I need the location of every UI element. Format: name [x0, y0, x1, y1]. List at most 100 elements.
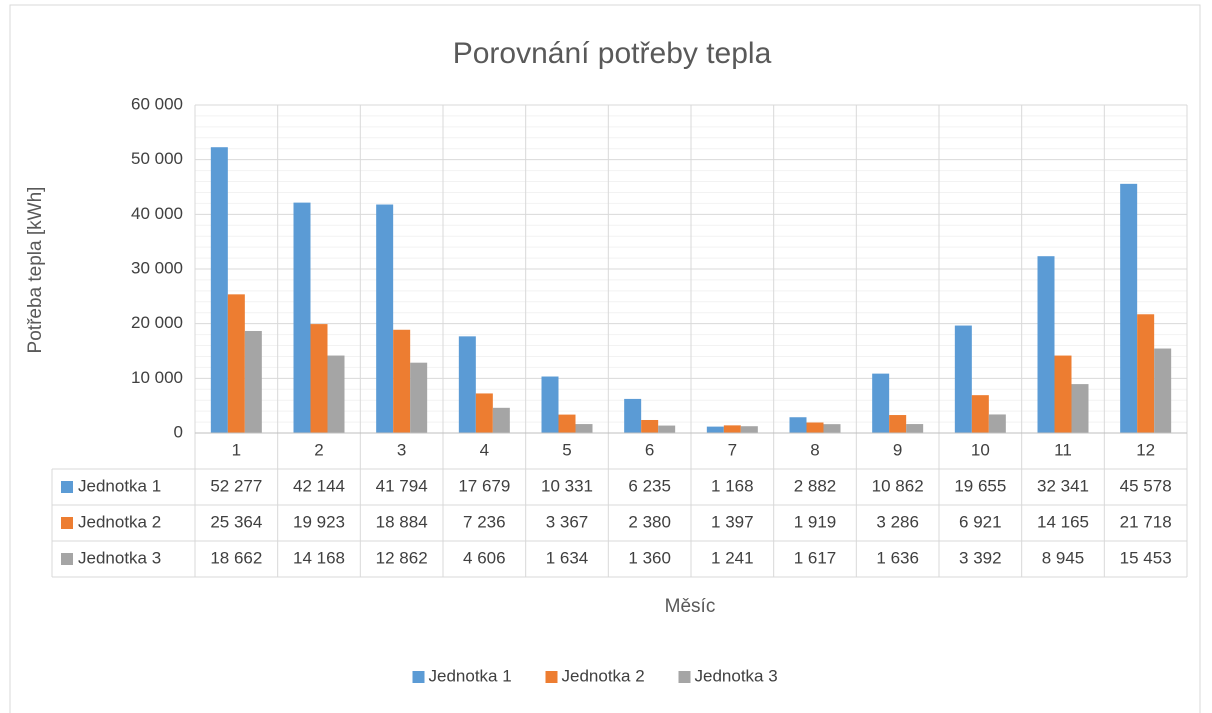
- table-value: 12 862: [376, 548, 428, 567]
- table-value: 1 634: [546, 548, 589, 567]
- x-tick-label: 5: [562, 440, 571, 459]
- bar: [227, 294, 245, 433]
- legend-key: [61, 481, 73, 493]
- bar: [806, 422, 824, 433]
- bar: [393, 329, 411, 433]
- table-value: 25 364: [210, 512, 262, 531]
- table-value: 18 662: [210, 548, 262, 567]
- table-value: 1 241: [711, 548, 754, 567]
- table-value: 2 380: [628, 512, 671, 531]
- bar: [210, 147, 228, 434]
- table-value: 14 165: [1037, 512, 1089, 531]
- table-value: 42 144: [293, 476, 345, 495]
- x-tick-label: 1: [232, 440, 241, 459]
- table-value: 4 606: [463, 548, 506, 567]
- table-value: 52 277: [210, 476, 262, 495]
- y-axis-label: Potřeba tepla [kWh]: [25, 187, 46, 354]
- legend-label: Jednotka 2: [562, 666, 645, 685]
- table-value: 6 921: [959, 512, 1002, 531]
- x-tick-label: 7: [728, 440, 737, 459]
- x-tick-label: 11: [1054, 440, 1072, 459]
- legend-label: Jednotka 3: [695, 666, 778, 685]
- bar: [492, 407, 510, 433]
- bar: [723, 425, 741, 433]
- bar: [1054, 355, 1072, 433]
- table-series-name: Jednotka 3: [78, 548, 161, 567]
- table-value: 1 636: [876, 548, 919, 567]
- bar: [310, 324, 328, 433]
- legend-key: [61, 553, 73, 565]
- y-tick-label: 50 000: [131, 149, 183, 168]
- legend-key: [61, 517, 73, 529]
- bar: [641, 419, 659, 433]
- bar: [906, 424, 924, 433]
- bar: [558, 414, 576, 433]
- table-value: 10 331: [541, 476, 593, 495]
- table-value: 15 453: [1120, 548, 1172, 567]
- y-tick-label: 0: [174, 422, 183, 441]
- bar: [327, 355, 345, 433]
- table-series-name: Jednotka 1: [78, 476, 161, 495]
- bar: [988, 414, 1006, 433]
- bar: [458, 336, 476, 433]
- x-tick-label: 2: [314, 440, 323, 459]
- bar: [1120, 183, 1138, 433]
- table-value: 1 919: [794, 512, 837, 531]
- bar: [740, 426, 758, 433]
- table-value: 18 884: [376, 512, 428, 531]
- table-value: 3 392: [959, 548, 1002, 567]
- bar: [541, 376, 559, 433]
- table-value: 14 168: [293, 548, 345, 567]
- x-tick-label: 8: [810, 440, 819, 459]
- legend-key: [545, 671, 558, 683]
- table-value: 17 679: [458, 476, 510, 495]
- bar: [624, 398, 642, 433]
- bar: [872, 373, 890, 433]
- table-value: 19 655: [954, 476, 1006, 495]
- table-value: 32 341: [1037, 476, 1089, 495]
- table-value: 45 578: [1120, 476, 1172, 495]
- bar: [706, 426, 724, 433]
- table-value: 3 367: [546, 512, 589, 531]
- x-tick-label: 12: [1136, 440, 1155, 459]
- bar: [376, 204, 394, 433]
- bar: [1137, 314, 1155, 433]
- table-value: 3 286: [876, 512, 919, 531]
- table-value: 19 923: [293, 512, 345, 531]
- bar: [475, 393, 493, 433]
- x-tick-label: 9: [893, 440, 902, 459]
- y-tick-label: 20 000: [131, 313, 183, 332]
- y-tick-label: 30 000: [131, 258, 183, 277]
- bar: [954, 325, 972, 433]
- bar: [971, 395, 989, 433]
- y-tick-label: 40 000: [131, 204, 183, 223]
- bar: [1037, 256, 1055, 433]
- x-tick-label: 3: [397, 440, 406, 459]
- table-value: 7 236: [463, 512, 506, 531]
- x-axis-label: Měsíc: [665, 596, 716, 617]
- bar: [244, 330, 262, 433]
- table-value: 10 862: [872, 476, 924, 495]
- bar: [410, 362, 428, 433]
- legend-key: [678, 671, 691, 683]
- x-tick-label: 4: [480, 440, 489, 459]
- table-value: 2 882: [794, 476, 837, 495]
- x-tick-label: 6: [645, 440, 654, 459]
- bar: [293, 202, 311, 433]
- bar: [658, 425, 676, 433]
- table-value: 6 235: [628, 476, 671, 495]
- bar: [575, 424, 593, 433]
- table-value: 1 360: [628, 548, 671, 567]
- chart-area: [9, 4, 1201, 713]
- legend-key: [412, 671, 425, 683]
- chart-title: Porovnání potřeby tepla: [453, 37, 772, 70]
- table-value: 41 794: [376, 476, 428, 495]
- y-tick-label: 10 000: [131, 368, 183, 387]
- table-value: 8 945: [1042, 548, 1085, 567]
- bar: [889, 415, 907, 433]
- x-tick-label: 10: [971, 440, 990, 459]
- bar: [789, 417, 807, 433]
- table-value: 1 617: [794, 548, 837, 567]
- bar: [823, 424, 841, 433]
